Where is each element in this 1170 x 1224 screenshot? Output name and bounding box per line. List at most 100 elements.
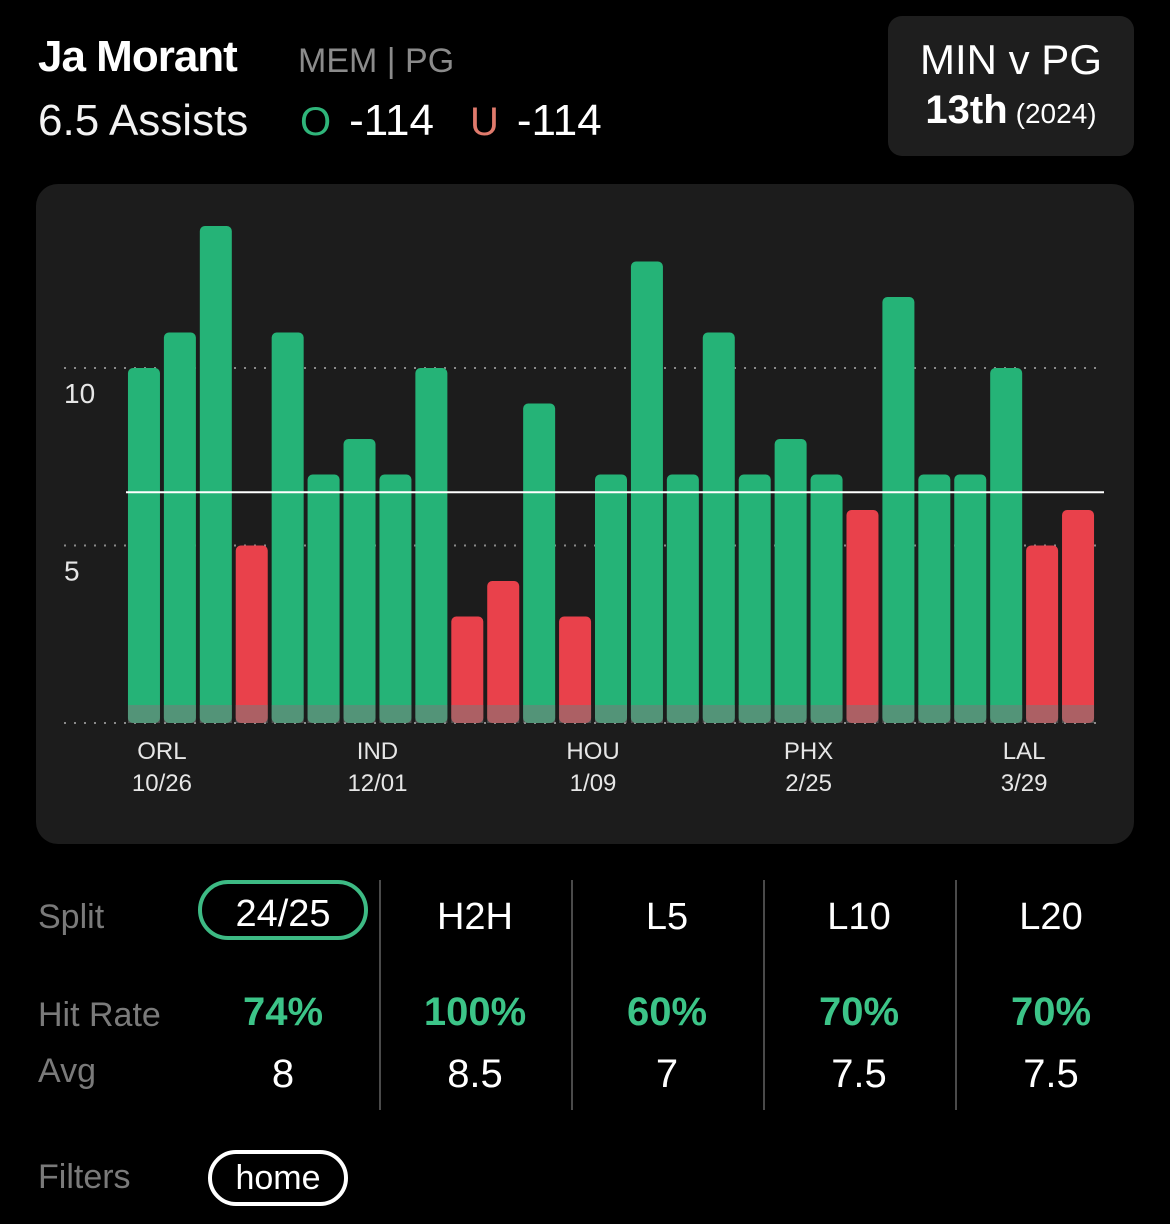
bar-base [954,705,987,723]
bar-base [738,705,771,723]
hit-rate-value: 74% [242,990,324,1034]
split-column-l5[interactable]: L5 60% 7 [572,860,762,1120]
bar-base [307,705,340,723]
filter-chip-home[interactable]: home [208,1150,348,1206]
bar [738,474,771,723]
bar-base [415,705,448,723]
over-icon: O [300,100,332,144]
bar [846,510,879,723]
split-tab-season[interactable]: 24/25 [198,880,368,940]
y-tick-label: 10 [64,378,95,409]
matchup-title: MIN v PG [919,36,1102,83]
bar-base [379,705,412,723]
x-tick-team-label: PHX [784,738,833,765]
avg-value: 8.5 [447,1052,503,1096]
x-tick-team-label: IND [357,738,398,765]
avg-value: 7.5 [831,1052,887,1096]
bar-base [846,705,879,723]
bar-base [702,705,735,723]
bar-base [523,705,556,723]
bar-base [451,705,484,723]
x-tick-date-label: 2/25 [785,770,832,797]
split-column-l20[interactable]: L20 70% 7.5 [956,860,1146,1120]
under-odds-button[interactable]: U -114 [470,96,602,146]
column-divider [955,880,957,1110]
x-tick-date-label: 1/09 [570,770,617,797]
bar [127,368,160,723]
x-tick-date-label: 12/01 [347,770,407,797]
bar [882,297,915,723]
column-divider [379,880,381,1110]
avg-value: 7 [655,1052,679,1096]
x-tick-team-label: ORL [137,738,186,765]
split-stats-table: Split Hit Rate Avg 24/25 74% 8 H2H 100% … [0,860,1170,1120]
bar-base [774,705,807,723]
bar [918,474,951,723]
game-log-bar-chart: 5 10 ORL 10/26 IND 12/01 HOU 1/09 PHX 2/25 LAL 3/29 [64,226,1104,797]
over-odds-button[interactable]: O -114 [300,96,434,146]
matchup-rank: 13th (2024) [888,88,1134,133]
bar-base [235,705,268,723]
bar [271,332,304,723]
bar-base [1026,705,1059,723]
hit-rate-row-label: Hit Rate [38,996,161,1034]
bar-base [163,705,196,723]
split-column-l10[interactable]: L10 70% 7.5 [764,860,954,1120]
player-team-position: MEM | PG [298,42,455,80]
split-tab-l10[interactable]: L10 [827,896,891,938]
split-tab-l5[interactable]: L5 [645,896,689,938]
bar [163,332,196,723]
split-tab-h2h[interactable]: H2H [436,896,514,938]
defense-rank: 13th [925,88,1008,132]
column-divider [763,880,765,1110]
over-odds-value: -114 [349,96,434,145]
column-divider [571,880,573,1110]
player-name: Ja Morant [38,32,238,81]
bar-base [630,705,663,723]
bar [666,474,699,723]
bar [199,226,232,723]
prop-header: Ja Morant MEM | PG 6.5 Assists O -114 U … [38,28,858,158]
bar [702,332,735,723]
bar-base [271,705,304,723]
bar-base [487,705,520,723]
bar [774,439,807,723]
matchup-rank-card[interactable]: MIN v PG 13th (2024) [888,16,1134,156]
bar-base [127,705,160,723]
bar-base [199,705,232,723]
x-tick-team-label: HOU [566,738,619,765]
bar [487,581,520,723]
bar [343,439,376,723]
prop-line: 6.5 Assists [38,96,249,145]
bar-base [810,705,843,723]
hit-rate-value: 70% [1010,990,1092,1034]
split-column-h2h[interactable]: H2H 100% 8.5 [380,860,570,1120]
avg-row-label: Avg [38,1052,96,1090]
bar-base [343,705,376,723]
y-tick-label: 5 [64,556,80,587]
bar [415,368,448,723]
split-tab-l20[interactable]: L20 [1019,896,1083,938]
bar [559,616,592,723]
filters-label: Filters [38,1158,131,1196]
bar [451,616,484,723]
bar [307,474,340,723]
hit-rate-value: 70% [818,990,900,1034]
hit-rate-value: 60% [626,990,708,1034]
bar [595,474,627,723]
bar [954,474,987,723]
split-row-label: Split [38,898,105,936]
bar-base [595,705,627,723]
bar-base [990,705,1023,723]
rank-year: (2024) [1015,98,1097,129]
x-tick-team-label: LAL [1003,738,1046,765]
hit-rate-value: 100% [423,990,527,1034]
bar-base [559,705,592,723]
bar [235,545,268,723]
bar-base [666,705,699,723]
split-column-season[interactable]: 24/25 74% 8 [188,860,378,1120]
avg-value: 7.5 [1023,1052,1079,1096]
bar [379,474,412,723]
bar [990,368,1023,723]
bar-base [882,705,915,723]
